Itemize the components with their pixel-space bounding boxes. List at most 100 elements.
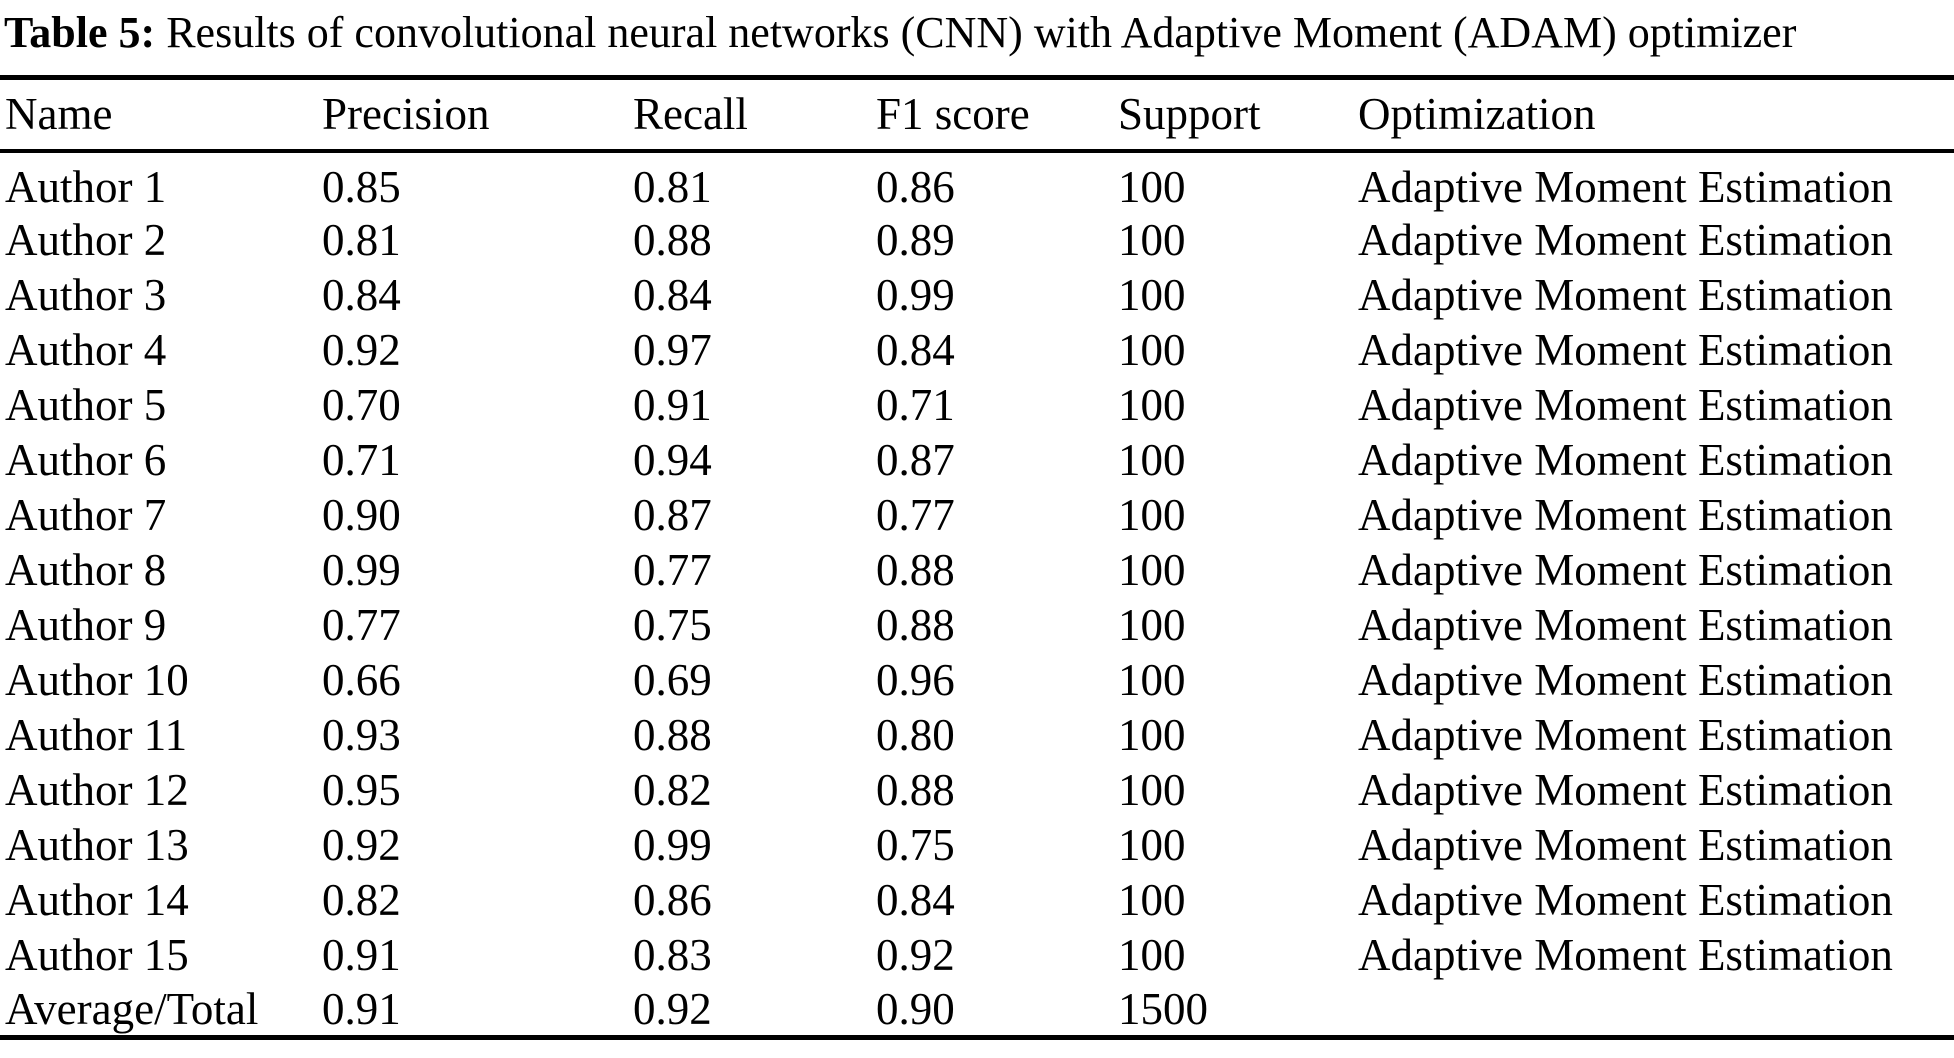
cell-f1: 0.75 <box>876 820 955 870</box>
table-caption-text: Results of convolutional neural networks… <box>155 8 1797 57</box>
cell-name: Average/Total <box>5 983 259 1034</box>
cell-precision: 0.84 <box>322 270 401 320</box>
table-caption: Table 5: Results of convolutional neural… <box>4 6 1954 60</box>
cell-support: 100 <box>1118 600 1186 650</box>
cell-optimization: Adaptive Moment Estimation <box>1358 435 1893 485</box>
cell-support: 100 <box>1118 161 1186 212</box>
cell-f1: 0.71 <box>876 380 955 430</box>
table-row: Author 9 0.77 0.75 0.88 100 Adaptive Moment E… <box>0 598 1954 653</box>
cell-recall: 0.97 <box>633 325 712 375</box>
cell-f1: 0.89 <box>876 215 955 265</box>
cell-name: Author 7 <box>5 490 167 540</box>
cell-f1: 0.80 <box>876 710 955 760</box>
cell-optimization: Adaptive Moment Estimation <box>1358 215 1893 265</box>
cell-f1: 0.99 <box>876 270 955 320</box>
cell-optimization: Adaptive Moment Estimation <box>1358 875 1893 925</box>
cell-precision: 0.77 <box>322 600 401 650</box>
cell-support: 100 <box>1118 215 1186 265</box>
table-row: Average/Total 0.91 0.92 0.90 1500 <box>0 983 1954 1038</box>
column-header-f1-score: F1 score <box>876 89 1030 140</box>
cell-name: Author 4 <box>5 325 167 375</box>
table-row: Author 13 0.92 0.99 0.75 100 Adaptive Moment … <box>0 818 1954 873</box>
cell-optimization: Adaptive Moment Estimation <box>1358 820 1893 870</box>
cell-f1: 0.88 <box>876 600 955 650</box>
cell-recall: 0.77 <box>633 545 712 595</box>
cell-precision: 0.82 <box>322 875 401 925</box>
cell-optimization: Adaptive Moment Estimation <box>1358 325 1893 375</box>
cell-precision: 0.92 <box>322 325 401 375</box>
cell-support: 100 <box>1118 270 1186 320</box>
cell-precision: 0.71 <box>322 435 401 485</box>
cell-name: Author 11 <box>5 710 188 760</box>
cell-precision: 0.70 <box>322 380 401 430</box>
cell-precision: 0.90 <box>322 490 401 540</box>
cell-f1: 0.77 <box>876 490 955 540</box>
column-header-recall: Recall <box>633 89 748 140</box>
cell-recall: 0.88 <box>633 710 712 760</box>
cell-support: 100 <box>1118 545 1186 595</box>
cell-precision: 0.99 <box>322 545 401 595</box>
cell-name: Author 3 <box>5 270 167 320</box>
cell-name: Author 2 <box>5 215 167 265</box>
cell-precision: 0.91 <box>322 983 401 1034</box>
cell-support: 100 <box>1118 875 1186 925</box>
cell-optimization: Adaptive Moment Estimation <box>1358 765 1893 815</box>
cell-f1: 0.96 <box>876 655 955 705</box>
table-row: Author 2 0.81 0.88 0.89 100 Adaptive Moment E… <box>0 213 1954 268</box>
cell-optimization: Adaptive Moment Estimation <box>1358 930 1893 980</box>
cell-name: Author 5 <box>5 380 167 430</box>
cell-precision: 0.66 <box>322 655 401 705</box>
cell-optimization: Adaptive Moment Estimation <box>1358 655 1893 705</box>
cell-precision: 0.95 <box>322 765 401 815</box>
results-table: Name Precision Recall F1 score Support O… <box>0 75 1954 1040</box>
table-row: Author 6 0.71 0.94 0.87 100 Adaptive Moment E… <box>0 433 1954 488</box>
table-row: Author 7 0.90 0.87 0.77 100 Adaptive Moment E… <box>0 488 1954 543</box>
cell-support: 100 <box>1118 765 1186 815</box>
table-row: Author 12 0.95 0.82 0.88 100 Adaptive Moment … <box>0 763 1954 818</box>
cell-recall: 0.82 <box>633 765 712 815</box>
cell-support: 100 <box>1118 655 1186 705</box>
cell-recall: 0.83 <box>633 930 712 980</box>
cell-support: 100 <box>1118 435 1186 485</box>
cell-recall: 0.99 <box>633 820 712 870</box>
cell-optimization: Adaptive Moment Estimation <box>1358 490 1893 540</box>
cell-recall: 0.75 <box>633 600 712 650</box>
cell-support: 100 <box>1118 380 1186 430</box>
cell-name: Author 13 <box>5 820 189 870</box>
table-header: Name Precision Recall F1 score Support O… <box>0 78 1954 151</box>
table-caption-label: Table 5: <box>4 8 156 57</box>
cell-support: 100 <box>1118 710 1186 760</box>
column-header-support: Support <box>1118 89 1261 140</box>
table-row: Author 5 0.70 0.91 0.71 100 Adaptive Moment E… <box>0 378 1954 433</box>
cell-name: Author 6 <box>5 435 167 485</box>
cell-optimization: Adaptive Moment Estimation <box>1358 161 1893 212</box>
column-header-name: Name <box>5 89 113 140</box>
cell-f1: 0.88 <box>876 545 955 595</box>
table-row: Author 4 0.92 0.97 0.84 100 Adaptive Moment E… <box>0 323 1954 378</box>
cell-precision: 0.93 <box>322 710 401 760</box>
cell-support: 100 <box>1118 490 1186 540</box>
cell-support: 100 <box>1118 820 1186 870</box>
cell-name: Author 14 <box>5 875 189 925</box>
cell-precision: 0.91 <box>322 930 401 980</box>
cell-f1: 0.84 <box>876 875 955 925</box>
cell-name: Author 12 <box>5 765 189 815</box>
table-body: Author 1 0.85 0.81 0.86 100 Adaptive Moment E… <box>0 151 1954 1038</box>
column-header-optimization: Optimization <box>1358 89 1596 140</box>
cell-recall: 0.87 <box>633 490 712 540</box>
cell-optimization <box>1358 983 1954 1038</box>
table-row: Author 8 0.99 0.77 0.88 100 Adaptive Moment E… <box>0 543 1954 598</box>
table-row: Author 10 0.66 0.69 0.96 100 Adaptive Moment … <box>0 653 1954 708</box>
cell-support: 1500 <box>1118 983 1208 1034</box>
cell-recall: 0.86 <box>633 875 712 925</box>
table-row: Author 11 0.93 0.88 0.80 100 Adaptive Moment … <box>0 708 1954 763</box>
cell-name: Author 10 <box>5 655 189 705</box>
cell-optimization: Adaptive Moment Estimation <box>1358 270 1893 320</box>
cell-name: Author 1 <box>5 161 167 212</box>
cell-precision: 0.85 <box>322 161 401 212</box>
cell-recall: 0.92 <box>633 983 712 1034</box>
table-row: Author 15 0.91 0.83 0.92 100 Adaptive Moment … <box>0 928 1954 983</box>
cell-recall: 0.91 <box>633 380 712 430</box>
cell-precision: 0.81 <box>322 215 401 265</box>
